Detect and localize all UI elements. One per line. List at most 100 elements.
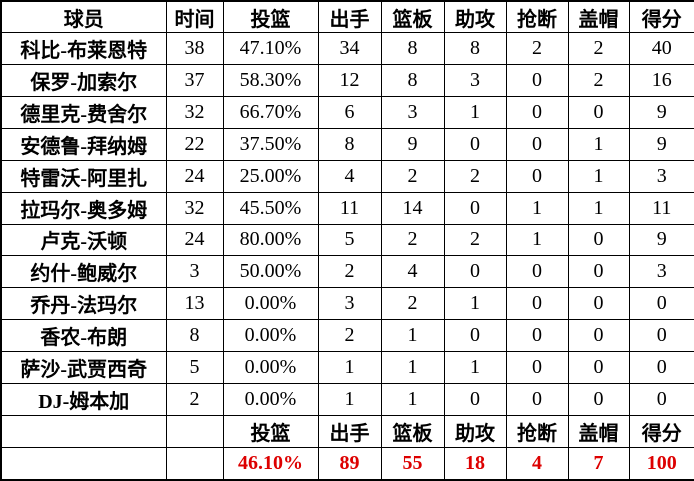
stat-cell: 89: [317, 446, 382, 481]
player-name-cell: 安德鲁-拜纳姆: [0, 127, 167, 161]
stat-cell: 5: [317, 223, 382, 257]
player-row: 保罗-加索尔 37 58.30% 12 8 3 0 2 16: [0, 63, 694, 97]
stat-cell: 24: [165, 223, 224, 257]
stat-cell: 1: [443, 351, 507, 385]
player-name-cell: 卢克-沃顿: [0, 223, 167, 257]
stat-cell: 6: [317, 95, 382, 129]
stat-cell: 34: [317, 32, 382, 65]
player-row: 安德鲁-拜纳姆 22 37.50% 8 9 0 0 1 9: [0, 127, 694, 161]
stat-cell: 18: [443, 446, 507, 481]
stat-cell: 0: [505, 159, 569, 193]
stat-cell: 24: [165, 159, 224, 193]
stat-cell: 25.00%: [222, 159, 319, 193]
stat-cell: 55: [380, 446, 445, 481]
stat-cell: 3: [443, 63, 507, 97]
stat-cell: 2: [380, 159, 445, 193]
stat-cell: 助攻: [443, 415, 507, 448]
stat-cell: 0: [628, 287, 694, 321]
stat-cell: 13: [165, 287, 224, 321]
stat-cell: 9: [380, 127, 445, 161]
stat-cell: 0: [567, 383, 630, 417]
stat-cell: 8: [443, 32, 507, 65]
header-cell: 得分: [628, 0, 694, 33]
stat-cell: 8: [165, 319, 224, 353]
player-row: 卢克-沃顿 24 80.00% 5 2 2 1 0 9: [0, 223, 694, 257]
stat-cell: 1: [505, 223, 569, 257]
stat-cell: 1: [567, 191, 630, 225]
stat-cell: 1: [380, 319, 445, 353]
player-name-cell: 萨沙-武贾西奇: [0, 351, 167, 385]
stat-cell: 40: [628, 32, 694, 65]
stat-cell: [165, 415, 224, 448]
player-name-cell: 约什-鲍威尔: [0, 255, 167, 289]
stat-cell: 0: [567, 255, 630, 289]
stat-cell: 8: [380, 32, 445, 65]
header-cell: 抢断: [505, 0, 569, 33]
stat-cell: 2: [317, 319, 382, 353]
stat-cell: 38: [165, 32, 224, 65]
stat-cell: 45.50%: [222, 191, 319, 225]
stat-cell: 1: [380, 351, 445, 385]
stat-cell: 0: [567, 223, 630, 257]
header-row: 球员 时间 投篮 出手 篮板 助攻 抢断 盖帽 得分: [0, 0, 694, 33]
stat-cell: 抢断: [505, 415, 569, 448]
stat-cell: 0: [567, 319, 630, 353]
stat-cell: 7: [567, 446, 630, 481]
stat-cell: 得分: [628, 415, 694, 448]
stat-cell: 0.00%: [222, 383, 319, 417]
stat-cell: 盖帽: [567, 415, 630, 448]
stat-cell: 0: [443, 255, 507, 289]
stat-cell: 14: [380, 191, 445, 225]
stat-cell: 2: [443, 159, 507, 193]
player-row: 科比-布莱恩特 38 47.10% 34 8 8 2 2 40: [0, 32, 694, 65]
stat-cell: 0: [505, 287, 569, 321]
stat-cell: 0: [505, 255, 569, 289]
stat-cell: 50.00%: [222, 255, 319, 289]
stat-cell: 1: [380, 383, 445, 417]
stat-cell: 4: [380, 255, 445, 289]
stat-cell: 11: [628, 191, 694, 225]
player-name-cell: 保罗-加索尔: [0, 63, 167, 97]
header-cell: 盖帽: [567, 0, 630, 33]
stat-cell: 32: [165, 191, 224, 225]
stat-cell: 2: [505, 32, 569, 65]
stat-cell: 0: [443, 191, 507, 225]
stat-cell: 22: [165, 127, 224, 161]
stat-cell: 9: [628, 95, 694, 129]
stat-cell: 66.70%: [222, 95, 319, 129]
stat-cell: [0, 446, 167, 481]
header-cell: 篮板: [380, 0, 445, 33]
player-row: DJ-姆本加 2 0.00% 1 1 0 0 0 0: [0, 383, 694, 417]
player-name-cell: 乔丹-法玛尔: [0, 287, 167, 321]
header-cell: 助攻: [443, 0, 507, 33]
stat-cell: 11: [317, 191, 382, 225]
stat-cell: 58.30%: [222, 63, 319, 97]
stat-cell: 0: [628, 383, 694, 417]
stat-cell: 16: [628, 63, 694, 97]
stat-cell: 2: [380, 287, 445, 321]
stat-cell: 0: [443, 319, 507, 353]
stat-cell: 32: [165, 95, 224, 129]
stat-cell: [0, 415, 167, 448]
stat-cell: 0.00%: [222, 351, 319, 385]
stat-cell: 3: [165, 255, 224, 289]
stat-cell: 0.00%: [222, 287, 319, 321]
stat-cell: 1: [567, 127, 630, 161]
stat-cell: 1: [443, 287, 507, 321]
stat-cell: 37.50%: [222, 127, 319, 161]
stat-cell: 1: [317, 383, 382, 417]
stat-cell: 0.00%: [222, 319, 319, 353]
stat-cell: 1: [443, 95, 507, 129]
stat-cell: 9: [628, 223, 694, 257]
stat-cell: 1: [567, 159, 630, 193]
player-row: 萨沙-武贾西奇 5 0.00% 1 1 1 0 0 0: [0, 351, 694, 385]
stat-cell: 1: [505, 191, 569, 225]
header-cell: 时间: [165, 0, 224, 33]
stat-cell: 0: [505, 63, 569, 97]
stat-cell: 0: [567, 351, 630, 385]
stat-cell: 0: [505, 127, 569, 161]
stat-cell: 8: [317, 127, 382, 161]
stat-cell: 0: [567, 287, 630, 321]
stat-cell: 80.00%: [222, 223, 319, 257]
